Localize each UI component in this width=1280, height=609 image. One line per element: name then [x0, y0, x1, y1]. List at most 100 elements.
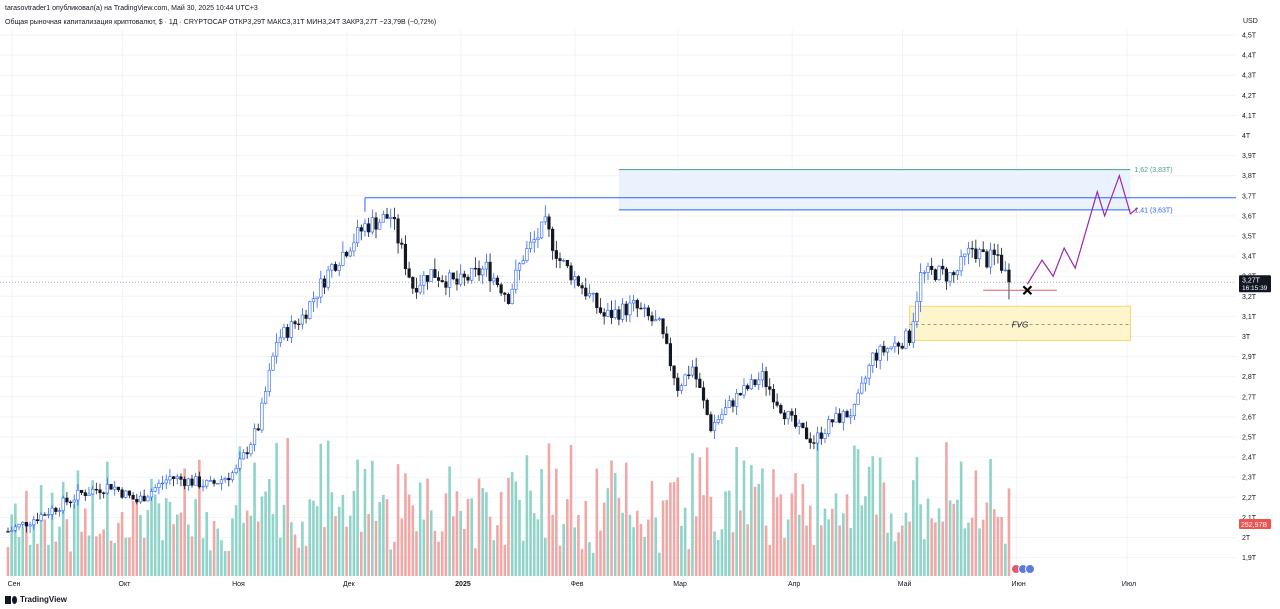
- volume-bar: [275, 442, 278, 576]
- volume-bar: [190, 536, 194, 576]
- volume-bar: [319, 443, 323, 576]
- candle-body: [396, 218, 400, 244]
- volume-bar: [683, 507, 687, 576]
- volume-bar: [842, 513, 845, 576]
- tradingview-brand[interactable]: TradingView: [5, 595, 67, 604]
- volume-bar: [393, 541, 396, 576]
- volume-bar: [588, 542, 591, 576]
- volume-bar: [150, 478, 153, 576]
- volume-bar: [374, 520, 378, 576]
- candle-body: [676, 377, 680, 391]
- volume-bar: [363, 469, 367, 576]
- volume-bar: [525, 455, 529, 576]
- candle-body: [429, 269, 433, 282]
- candle-body: [208, 480, 213, 482]
- volume-bar: [959, 461, 963, 576]
- volume-bar: [628, 514, 632, 576]
- volume-bar: [382, 494, 385, 576]
- volume-bar: [466, 498, 470, 576]
- volume-bar: [698, 457, 702, 576]
- y-tick-label: 2,7T: [1242, 394, 1257, 401]
- candle-body: [922, 272, 926, 274]
- volume-bar: [540, 469, 543, 576]
- volume-bar: [577, 515, 580, 576]
- volume-bar: [702, 495, 705, 576]
- candle-body: [790, 411, 794, 416]
- candle-body: [930, 265, 934, 270]
- candle-body: [672, 365, 676, 379]
- candle-body: [1003, 269, 1007, 272]
- volume-bar: [823, 508, 827, 576]
- candle-body: [661, 318, 665, 335]
- last-price-tag: [1239, 275, 1271, 293]
- volume-bar: [153, 494, 157, 576]
- x-tick-label: Апр: [788, 581, 800, 588]
- volume-bar: [91, 480, 94, 576]
- volume-bar: [496, 525, 499, 576]
- candle-body: [249, 444, 253, 455]
- volume-bar: [65, 519, 69, 576]
- candle-body: [999, 254, 1004, 271]
- candle-body: [492, 277, 496, 282]
- candle-body: [856, 392, 860, 405]
- candle-body: [760, 371, 764, 381]
- candle-body: [223, 478, 227, 481]
- candle-body: [293, 321, 297, 325]
- volume-bar: [639, 523, 643, 576]
- y-tick-label: 1,9T: [1242, 555, 1257, 562]
- volume-bar: [477, 478, 481, 576]
- volume-bar: [853, 445, 856, 576]
- candle-body: [782, 412, 787, 420]
- volume-bar: [1003, 543, 1007, 576]
- candle-body: [521, 260, 525, 265]
- candle-body: [565, 259, 569, 267]
- volume-bar: [76, 470, 80, 576]
- volume-bar: [801, 484, 805, 576]
- candle-body: [418, 284, 422, 293]
- x-tick-label: 2025: [455, 581, 471, 588]
- candle-body: [827, 419, 831, 435]
- candle-countdown: 16:15:39: [1242, 285, 1268, 292]
- volume-bar: [812, 545, 816, 576]
- candle-body: [966, 247, 971, 255]
- candle-body: [904, 330, 908, 349]
- candle-body: [606, 309, 610, 317]
- candle-body: [50, 507, 54, 515]
- candle-body: [57, 510, 62, 512]
- volume-bar: [161, 540, 164, 576]
- candle-body: [812, 442, 816, 444]
- volume-bar: [95, 536, 98, 576]
- candle-body: [977, 249, 982, 260]
- candle-body: [116, 486, 120, 491]
- volume-bar: [212, 521, 216, 576]
- candle-body: [138, 495, 143, 503]
- candle-body: [175, 476, 179, 479]
- event-flag-icon: [1025, 564, 1035, 574]
- volume-bar: [80, 531, 83, 576]
- candle-body: [808, 438, 812, 443]
- volume-bar: [808, 505, 812, 576]
- candle-body: [985, 251, 989, 268]
- volume-bar: [934, 522, 937, 576]
- volume-bar: [941, 521, 945, 576]
- axis-currency-label[interactable]: USD: [1243, 18, 1258, 25]
- volume-bar: [529, 490, 532, 576]
- candle-body: [937, 265, 941, 281]
- candle-body: [359, 227, 363, 232]
- volume-bar: [687, 549, 691, 576]
- candle-body: [657, 318, 661, 321]
- y-tick-label: 3,6T: [1242, 213, 1257, 220]
- candle-body: [665, 333, 669, 344]
- candle-body: [407, 268, 411, 278]
- volume-bar: [867, 466, 871, 576]
- candle-body: [988, 249, 993, 268]
- candle-body: [374, 217, 378, 230]
- volume-bar: [606, 488, 610, 576]
- candle-body: [823, 433, 827, 439]
- y-tick-label: 2T: [1242, 535, 1251, 542]
- volume-bar: [72, 504, 76, 576]
- volume-bar: [249, 515, 253, 576]
- volume-bar: [385, 499, 389, 576]
- candle-body: [252, 428, 257, 445]
